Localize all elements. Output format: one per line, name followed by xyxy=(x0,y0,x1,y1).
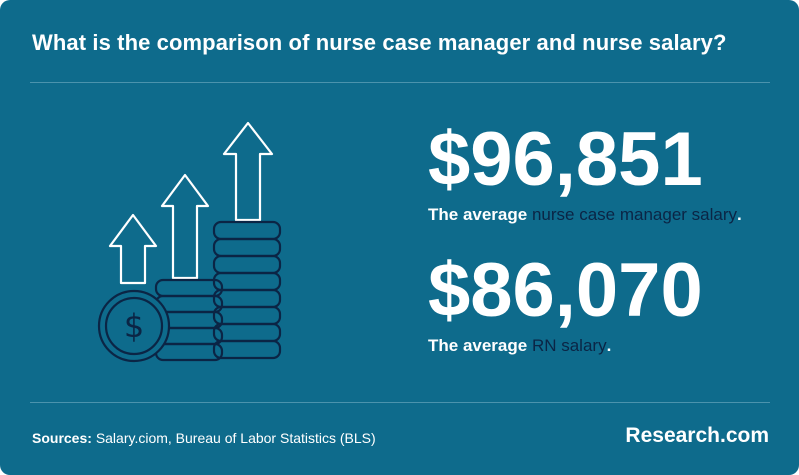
bottom-divider xyxy=(30,402,770,403)
caption-suffix: . xyxy=(606,336,612,355)
caption-suffix: . xyxy=(737,205,742,224)
caption-highlight: nurse case manager salary xyxy=(531,205,737,224)
caption-highlight: RN salary xyxy=(531,336,607,355)
coin-stacks xyxy=(97,220,282,363)
sources-text: Salary.ciom, Bureau of Labor Statistics … xyxy=(95,430,376,446)
caption-prefix: The average xyxy=(428,336,532,355)
stat-caption-case-manager: The average nurse case manager salary. xyxy=(428,205,742,225)
caption-prefix: The average xyxy=(428,205,532,224)
page-title: What is the comparison of nurse case man… xyxy=(32,30,727,55)
arrow-icons xyxy=(108,121,274,285)
brand-logo: Research.com xyxy=(625,424,769,447)
stat-value-case-manager: $96,851 xyxy=(428,117,703,202)
top-divider xyxy=(30,82,770,83)
sources-note: Sources: Salary.ciom, Bureau of Labor St… xyxy=(32,430,376,446)
stat-caption-rn: The average RN salary. xyxy=(428,336,611,356)
coin-symbol: $ xyxy=(124,307,144,345)
stat-value-rn: $86,070 xyxy=(428,248,703,333)
sources-label: Sources: xyxy=(32,430,92,446)
rising-coins-arrows-icon: $ xyxy=(97,121,282,363)
